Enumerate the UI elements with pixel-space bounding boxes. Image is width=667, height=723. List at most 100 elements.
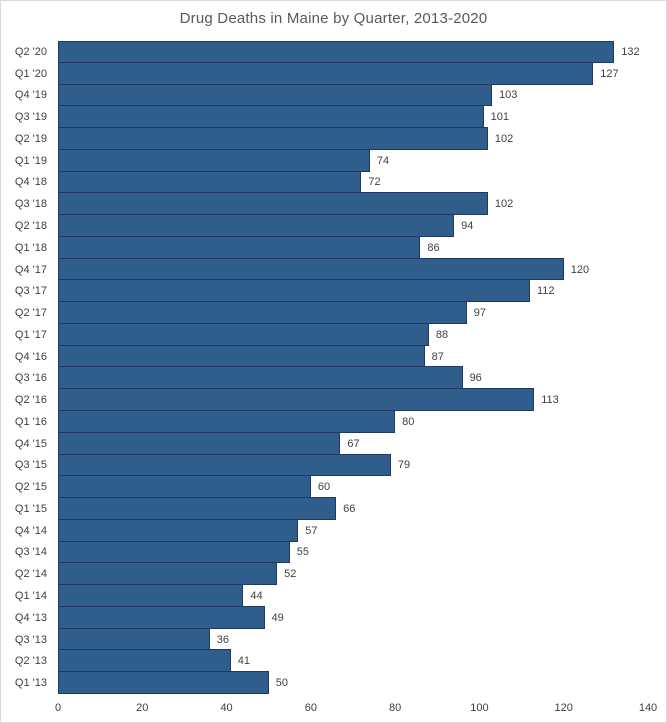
bar <box>58 127 488 150</box>
category-label: Q4 '17 <box>14 263 47 276</box>
value-label: 80 <box>402 415 415 428</box>
category-label: Q1 '17 <box>14 328 47 341</box>
value-label: 112 <box>537 285 555 298</box>
bar <box>58 671 269 694</box>
x-axis-tick-label: 140 <box>638 702 658 714</box>
bar-row: 120 <box>58 257 648 281</box>
value-label: 72 <box>368 176 381 189</box>
bar <box>58 410 396 433</box>
bar <box>58 279 530 303</box>
category-axis: Q2 '20 Q1 '20 Q4 '19 Q3 '19 Q2 '19 Q1 '19 Q4 '… <box>1 41 53 694</box>
category-label: Q3 '13 <box>14 633 47 646</box>
value-label: 74 <box>376 154 390 167</box>
category-label: Q2 '17 <box>14 307 47 320</box>
bar <box>58 322 429 346</box>
bar <box>58 584 244 607</box>
bar <box>58 540 290 564</box>
value-label: 120 <box>570 263 590 276</box>
x-axis-tick-label: 0 <box>54 702 62 714</box>
x-axis-tick-label: 80 <box>389 702 402 714</box>
bar <box>58 344 425 368</box>
bar <box>58 257 564 281</box>
bar <box>58 627 210 651</box>
value-label: 102 <box>494 198 514 211</box>
bar <box>58 105 484 129</box>
category-label: Q1 '18 <box>14 241 47 254</box>
value-label: 101 <box>490 111 509 124</box>
bar-row: 101 <box>58 105 648 129</box>
bar-row: 127 <box>58 61 648 85</box>
value-label: 36 <box>216 633 229 646</box>
category-label: Q2 '20 <box>14 45 47 58</box>
value-label: 55 <box>296 546 310 559</box>
bar-row: 79 <box>58 453 648 477</box>
category-label: Q3 '14 <box>14 546 47 559</box>
bar <box>58 41 615 63</box>
value-label: 88 <box>435 328 449 341</box>
bar-row: 67 <box>58 431 648 455</box>
category-label: Q1 '19 <box>14 154 47 167</box>
category-label: Q1 '15 <box>14 502 47 515</box>
value-label: 96 <box>469 372 482 385</box>
bar-row: 102 <box>58 127 648 150</box>
bar <box>58 148 370 172</box>
value-label: 103 <box>499 89 518 102</box>
bar-row: 44 <box>58 584 648 607</box>
bar-row: 36 <box>58 627 648 651</box>
category-label: Q4 '13 <box>14 611 47 624</box>
x-axis-tick-label: 60 <box>304 702 317 714</box>
category-label: Q1 '20 <box>14 67 47 80</box>
bar-row: 102 <box>58 192 648 216</box>
category-label: Q3 '19 <box>14 111 47 124</box>
category-label: Q4 '16 <box>14 350 47 363</box>
category-label: Q4 '14 <box>14 524 47 537</box>
bar <box>58 235 421 259</box>
value-label: 97 <box>473 307 487 320</box>
category-label: Q1 '13 <box>14 677 47 690</box>
x-axis-tick-label: 120 <box>554 702 573 714</box>
category-label: Q2 '16 <box>14 394 47 407</box>
value-label: 132 <box>621 45 640 58</box>
value-label: 52 <box>284 568 297 581</box>
value-label: 66 <box>343 502 356 515</box>
value-label: 79 <box>397 459 411 472</box>
value-label: 44 <box>250 590 263 603</box>
bar <box>58 366 463 390</box>
value-label: 87 <box>431 350 444 363</box>
chart-title: Drug Deaths in Maine by Quarter, 2013-20… <box>179 10 488 27</box>
value-label: 49 <box>271 611 284 624</box>
bar <box>58 214 455 237</box>
bar <box>58 475 311 499</box>
bar-row: 55 <box>58 540 648 564</box>
bar-row: 49 <box>58 605 648 629</box>
value-label: 41 <box>237 655 251 668</box>
bar-row: 112 <box>58 279 648 303</box>
value-label: 113 <box>541 394 559 407</box>
bar-row: 113 <box>58 388 648 412</box>
value-label: 67 <box>347 437 360 450</box>
category-label: Q2 '15 <box>14 481 47 494</box>
bar-row: 132 <box>58 41 648 63</box>
category-label: Q4 '19 <box>14 89 47 102</box>
bar <box>58 518 299 542</box>
bar <box>58 83 493 107</box>
value-label: 94 <box>461 220 474 232</box>
category-label: Q3 '16 <box>14 372 47 385</box>
bar-row: 52 <box>58 562 648 586</box>
bar-row: 60 <box>58 475 648 499</box>
value-axis: 0 20 40 60 80 100 120 140 <box>54 702 657 717</box>
bar <box>58 431 341 455</box>
x-axis-tick-label: 100 <box>470 702 489 714</box>
bar-row: 88 <box>58 322 648 346</box>
value-label: 50 <box>275 677 288 690</box>
category-label: Q3 '15 <box>14 459 47 472</box>
bar <box>58 497 337 520</box>
bar <box>58 605 265 629</box>
value-label: 127 <box>600 67 619 80</box>
bar <box>58 170 362 194</box>
bar-row: 66 <box>58 497 648 520</box>
bar <box>58 649 231 673</box>
bar-row: 103 <box>58 83 648 107</box>
category-label: Q4 '15 <box>14 437 47 450</box>
